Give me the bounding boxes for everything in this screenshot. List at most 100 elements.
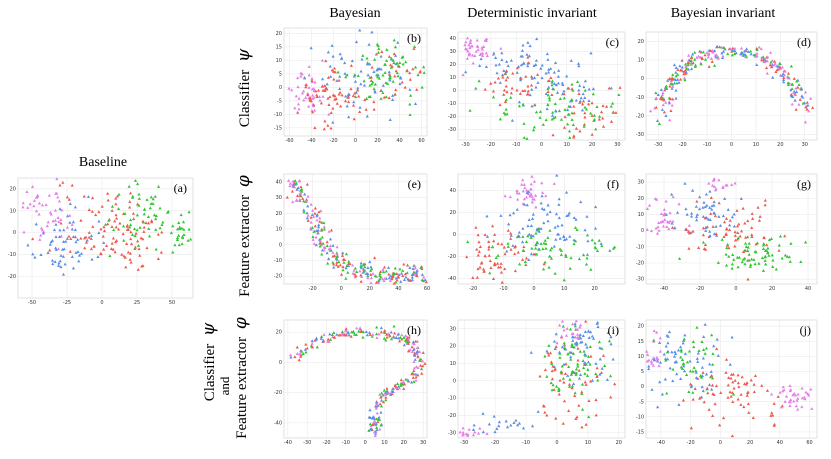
data-point-green [400, 55, 404, 59]
data-point-pink [783, 69, 787, 73]
data-point-pink [37, 201, 42, 205]
data-point-blue [599, 242, 603, 245]
data-point-blue [302, 208, 306, 212]
data-point-blue [411, 348, 416, 352]
data-point-red [703, 216, 707, 220]
data-point-blue [362, 83, 367, 87]
data-point-red [506, 75, 510, 79]
data-point-red [696, 377, 700, 380]
data-point-blue [335, 78, 339, 82]
data-point-red [526, 92, 530, 96]
data-point-blue [481, 412, 485, 415]
data-point-pink [59, 218, 63, 221]
data-point-blue [522, 61, 526, 65]
data-point-red [695, 199, 699, 203]
data-point-blue [677, 81, 681, 84]
data-point-red [660, 97, 664, 101]
points-d [648, 44, 815, 126]
data-point-red [769, 65, 774, 69]
data-point-blue [315, 214, 319, 218]
data-point-pink [310, 76, 314, 80]
data-point-red [609, 119, 614, 123]
data-point-red [150, 220, 154, 224]
data-point-red [710, 414, 715, 418]
row-label-combined-line3: Feature extractor [234, 337, 250, 439]
data-point-pink [739, 46, 744, 50]
x-tick-label: -20 [687, 440, 695, 446]
data-point-red [589, 354, 593, 358]
data-point-red [128, 257, 132, 261]
data-point-green [788, 259, 792, 263]
data-point-red [285, 195, 289, 199]
data-point-blue [690, 67, 694, 71]
data-point-blue [89, 234, 94, 238]
data-point-green [777, 243, 781, 247]
data-point-red [359, 279, 363, 283]
data-point-red [573, 394, 577, 397]
data-point-pink [659, 220, 663, 224]
data-point-red [351, 94, 355, 98]
data-point-blue [335, 332, 339, 336]
data-point-green [570, 111, 574, 115]
data-point-red [333, 70, 337, 74]
data-point-blue [664, 114, 668, 118]
psi-symbol: ψ [234, 48, 254, 62]
data-point-blue [365, 114, 369, 118]
x-tick-label: 0 [532, 286, 535, 292]
data-point-blue [340, 56, 344, 60]
data-point-blue [319, 337, 323, 340]
data-point-red [538, 374, 542, 378]
data-point-blue [399, 279, 403, 283]
data-point-blue [566, 373, 570, 377]
data-point-green [689, 55, 694, 59]
data-point-pink [540, 181, 544, 185]
data-point-green [506, 245, 510, 248]
data-point-pink [344, 329, 349, 333]
data-point-green [395, 71, 399, 75]
y-tick-label: -15 [636, 430, 644, 436]
y-tick-label: 40 [450, 188, 456, 194]
data-point-red [322, 127, 326, 131]
data-point-pink [320, 243, 324, 247]
y-tick-label: -5 [639, 399, 644, 405]
data-point-green [541, 122, 545, 126]
x-tick-label: -30 [303, 440, 311, 446]
data-point-blue [366, 73, 370, 77]
data-point-pink [484, 51, 489, 55]
data-point-blue [701, 356, 705, 360]
data-point-green [370, 82, 374, 86]
data-point-red [760, 58, 764, 62]
data-point-red [48, 248, 52, 252]
data-point-red [69, 237, 73, 241]
data-point-pink [382, 279, 386, 282]
x-tick-label: -10 [512, 142, 520, 148]
data-point-green [381, 73, 385, 77]
data-point-blue [728, 223, 732, 227]
data-point-green [169, 231, 173, 235]
data-point-red [465, 255, 469, 259]
data-point-red [580, 390, 584, 394]
data-point-green [369, 269, 373, 272]
data-point-green [568, 377, 572, 381]
data-point-pink [792, 391, 796, 395]
data-point-red [532, 252, 536, 256]
data-point-blue [573, 322, 577, 326]
data-point-red [710, 374, 714, 377]
data-point-blue [354, 90, 358, 94]
data-point-green [403, 339, 408, 342]
data-point-pink [416, 366, 420, 369]
data-point-green [395, 61, 399, 65]
points-e [285, 179, 428, 285]
data-point-red [678, 77, 683, 81]
data-point-green [474, 86, 478, 90]
data-point-blue [492, 414, 496, 418]
x-tick-label: -10 [522, 440, 530, 446]
data-point-blue [536, 409, 540, 413]
data-point-green [312, 229, 316, 233]
data-point-pink [322, 248, 326, 252]
data-point-blue [562, 234, 566, 238]
data-point-red [125, 227, 129, 231]
data-point-green [537, 247, 541, 251]
data-point-red [89, 236, 93, 240]
data-point-pink [466, 49, 470, 53]
